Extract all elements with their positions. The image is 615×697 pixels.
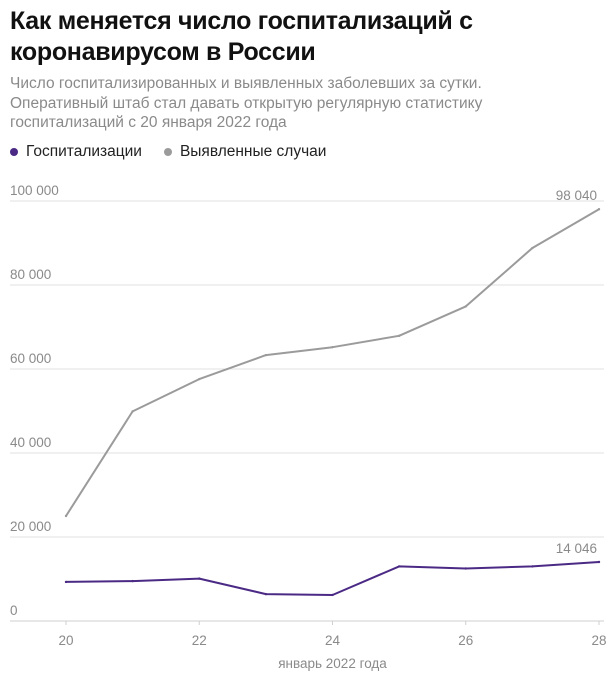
y-tick-label: 100 000	[10, 183, 59, 198]
x-axis-label: январь 2022 года	[278, 656, 387, 671]
data-point	[198, 577, 201, 580]
legend-label-detected-cases: Выявленные случаи	[179, 143, 327, 160]
x-tick-label: 22	[192, 633, 207, 648]
data-point	[397, 565, 401, 568]
data-point	[198, 377, 201, 381]
legend-item-detected-cases: Выявленные случаи	[163, 143, 327, 161]
chart-title: Как меняется число госпитализаций с коро…	[10, 7, 473, 66]
data-point	[531, 565, 534, 568]
data-point	[64, 580, 68, 584]
chart-subtitle: Число госпитализированных и выявленных з…	[10, 75, 483, 131]
legend-label-hospitalizations: Госпитализации	[26, 143, 142, 160]
y-tick-label: 20 000	[10, 519, 51, 534]
x-tick-label: 20	[58, 633, 73, 648]
y-tick-label: 80 000	[10, 267, 51, 282]
legend-item-hospitalizations: Госпитализации	[10, 143, 142, 161]
data-point	[131, 410, 134, 413]
data-point	[597, 208, 601, 211]
data-point	[331, 345, 334, 349]
x-tick-label: 26	[458, 633, 473, 648]
legend: Госпитализации Выявленные случаи	[10, 142, 348, 162]
data-point	[464, 305, 467, 308]
y-tick-label: 0	[10, 603, 18, 618]
end-value-label: 14 046	[556, 541, 597, 556]
x-tick-label: 24	[325, 633, 341, 648]
data-point	[264, 592, 268, 596]
data-point	[397, 334, 401, 338]
data-point	[531, 246, 534, 250]
legend-marker-hospitalizations	[10, 148, 18, 156]
data-point	[597, 560, 601, 564]
data-point	[131, 579, 134, 583]
series-line-1	[65, 561, 600, 596]
series-line-0	[65, 208, 600, 517]
end-value-label: 98 040	[556, 188, 597, 203]
y-tick-label: 60 000	[10, 351, 51, 366]
y-tick-label: 40 000	[10, 435, 51, 450]
data-point	[264, 353, 268, 357]
data-point	[464, 567, 467, 570]
legend-marker-detected-cases	[163, 148, 172, 156]
x-tick-label: 28	[591, 633, 606, 648]
data-point	[64, 514, 68, 518]
data-point	[331, 593, 334, 597]
